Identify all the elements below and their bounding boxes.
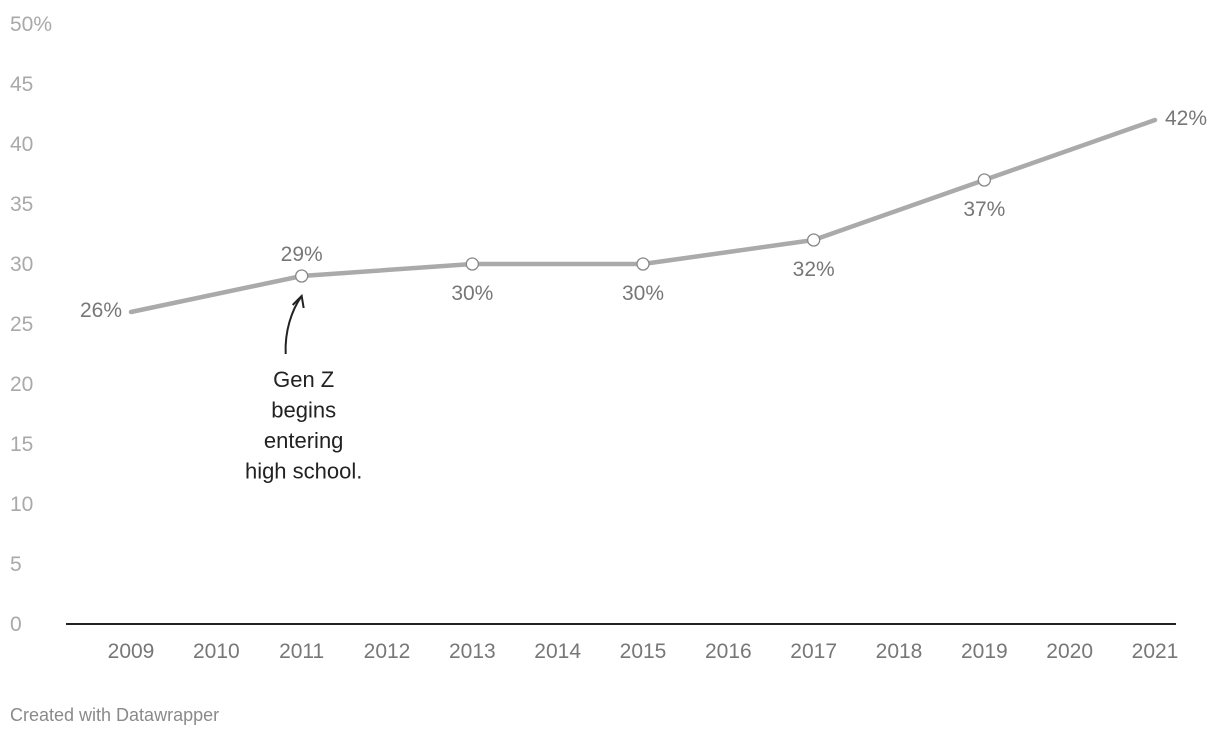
y-tick-label: 25 [10, 313, 33, 336]
y-axis: 0 5 10 15 20 25 30 35 40 45 50% [10, 13, 52, 636]
x-tick-label: 2015 [620, 640, 667, 663]
x-tick-label: 2021 [1132, 640, 1179, 663]
annotation-arrowhead [291, 293, 305, 309]
x-tick-label: 2011 [279, 640, 324, 663]
data-label: 32% [793, 258, 835, 281]
data-label: 42% [1165, 107, 1207, 130]
gen-z-annotation: Gen Z begins entering high school. [245, 293, 362, 484]
x-tick-label: 2016 [705, 640, 752, 663]
x-tick-label: 2020 [1046, 640, 1093, 663]
x-tick-label: 2014 [534, 640, 581, 663]
x-tick-label: 2010 [193, 640, 240, 663]
data-label: 26% [80, 299, 122, 322]
y-tick-label: 0 [10, 613, 22, 636]
y-tick-label: 15 [10, 433, 33, 456]
data-point-marker [807, 233, 821, 247]
data-labels: 26% 29% 30% 30% 32% 37% 42% [80, 107, 1207, 322]
annotation-line: begins [271, 398, 336, 423]
x-axis: 2009 2010 2011 2012 2013 2014 2015 2016 2017 2018… [108, 640, 1179, 663]
y-tick-label: 30 [10, 253, 33, 276]
y-tick-label: 45 [10, 73, 33, 96]
y-tick-label: 20 [10, 373, 33, 396]
annotation-line: high school. [245, 459, 362, 484]
data-label: 37% [963, 198, 1005, 221]
x-tick-label: 2013 [449, 640, 496, 663]
y-tick-label: 50% [10, 13, 52, 36]
y-tick-label: 40 [10, 133, 33, 156]
y-tick-label: 35 [10, 193, 33, 216]
y-tick-label: 10 [10, 493, 33, 516]
annotation-line: entering [264, 428, 344, 453]
data-points [295, 173, 991, 283]
data-label: 30% [451, 282, 493, 305]
annotation-line: Gen Z [273, 367, 334, 392]
y-tick-label: 5 [10, 553, 22, 576]
data-label: 30% [622, 282, 664, 305]
credit-text: Created with Datawrapper [10, 705, 220, 725]
data-point-marker [977, 173, 991, 187]
x-tick-label: 2018 [876, 640, 923, 663]
x-tick-label: 2019 [961, 640, 1008, 663]
annotation-text: Gen Z begins entering high school. [245, 367, 362, 484]
data-point-marker [295, 269, 309, 283]
data-point-marker [636, 257, 650, 271]
data-point-marker [465, 257, 479, 271]
x-tick-label: 2012 [364, 640, 411, 663]
x-tick-label: 2017 [790, 640, 837, 663]
x-tick-label: 2009 [108, 640, 155, 663]
data-label: 29% [281, 243, 323, 266]
